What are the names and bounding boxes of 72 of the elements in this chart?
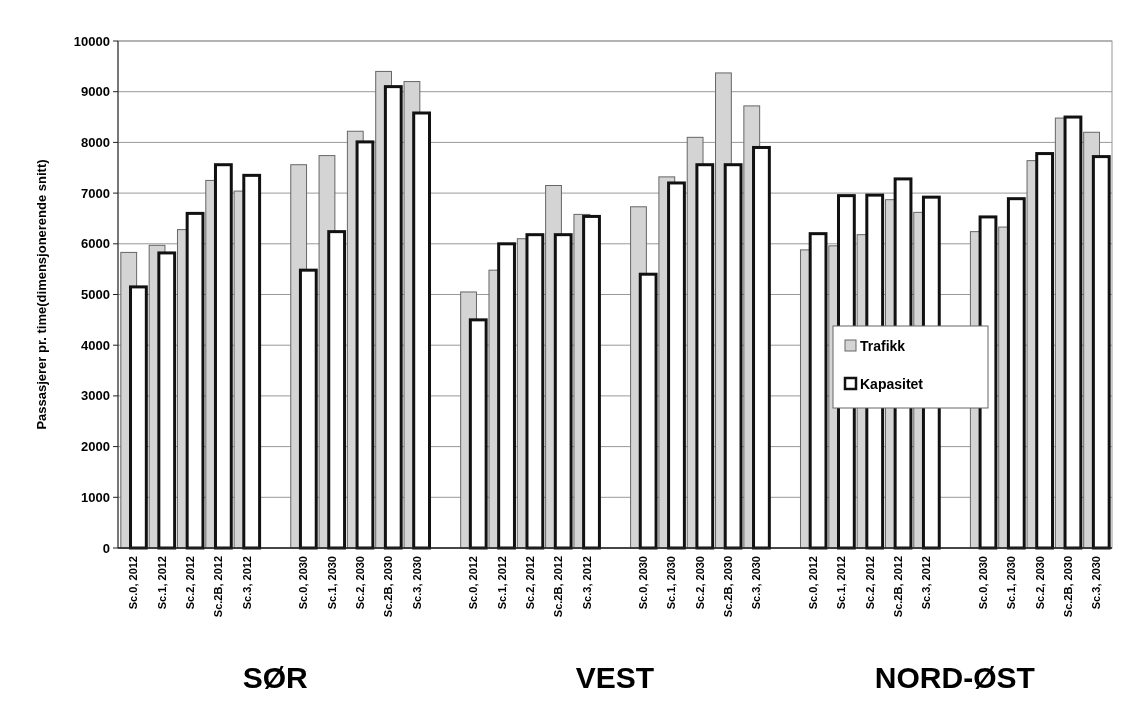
y-tick-label: 0 (102, 540, 110, 556)
x-tick-label: Sc.1, 2012 (835, 556, 848, 610)
x-tick-label: Sc.2B, 2012 (552, 556, 565, 618)
bar (298, 268, 318, 550)
x-tick-label: Sc.0, 2030 (637, 556, 650, 610)
bar (468, 318, 488, 550)
x-tick-label: Sc.1, 2012 (155, 556, 168, 610)
bar (667, 181, 686, 550)
text: SØR (242, 661, 309, 694)
bar (553, 233, 573, 550)
x-tick-label: Sc.3, 2012 (240, 556, 253, 610)
legend-label: Trafikk (860, 337, 906, 354)
bar (723, 163, 743, 550)
x-tick-label: Sc.2, 2030 (1033, 556, 1046, 610)
y-tick-label: 3000 (81, 388, 110, 404)
text: VEST (575, 661, 655, 694)
bar (185, 211, 205, 550)
bar (242, 173, 262, 550)
x-tick-label: Sc.2B, 2012 (892, 556, 905, 618)
bar (808, 232, 828, 550)
bar (525, 233, 545, 550)
bar (582, 214, 601, 550)
x-tick-label: Sc.3, 2012 (580, 556, 593, 610)
bar (213, 163, 233, 550)
x-tick-label: Sc.0, 2012 (807, 556, 820, 610)
text: NORD-ØST (874, 661, 1035, 694)
legend-label: Kapasitet (860, 375, 924, 392)
x-tick-label: Sc.2, 2012 (523, 556, 536, 610)
y-tick-label: 1000 (81, 489, 110, 505)
bar (412, 111, 432, 550)
bar (1006, 197, 1026, 550)
y-tick-label: 8000 (81, 134, 110, 150)
x-tick-label: Sc.3, 2030 (1090, 556, 1103, 610)
y-tick-label: 4000 (81, 337, 110, 353)
x-tick-label: Sc.0, 2012 (127, 556, 140, 610)
x-tick-label: Sc.0, 2012 (467, 556, 480, 610)
x-tick-label: Sc.2B, 2030 (1061, 556, 1074, 618)
y-tick-label: 7000 (81, 185, 110, 201)
x-tick-label: Sc.2, 2012 (184, 556, 197, 610)
x-tick-label: Sc.3, 2012 (920, 556, 933, 610)
bar (383, 85, 403, 550)
bar (129, 285, 148, 550)
x-tick-label: Sc.0, 2030 (977, 556, 989, 610)
bar (752, 145, 771, 550)
bar (1063, 115, 1083, 550)
y-axis-title: Passasjerer pr. time(dimensjonerende snitt) (34, 159, 49, 430)
x-tick-label: Sc.2, 2030 (693, 556, 706, 610)
x-tick-label: Sc.1, 2030 (325, 556, 338, 610)
x-tick-label: Sc.2B, 2030 (722, 556, 735, 618)
bar (695, 163, 715, 550)
bar (1035, 152, 1055, 550)
x-tick-label: Sc.1, 2012 (495, 556, 508, 610)
x-tick-label: Sc.1, 2030 (665, 556, 678, 610)
x-tick-label: Sc.2B, 2030 (382, 556, 395, 618)
bar (355, 140, 375, 550)
y-tick-label: 9000 (81, 84, 110, 100)
y-tick-label: 5000 (81, 287, 110, 303)
bar (1091, 155, 1111, 550)
bar (157, 251, 177, 550)
x-tick-label: Sc.2B, 2012 (212, 556, 225, 618)
x-tick-label: Sc.3, 2030 (750, 556, 763, 610)
y-tick-label: 6000 (81, 236, 110, 252)
bar (638, 272, 658, 550)
x-tick-label: Sc.3, 2030 (410, 556, 423, 610)
bar (497, 242, 516, 550)
y-tick-label: 2000 (81, 439, 110, 455)
bar (327, 230, 347, 550)
x-tick-label: Sc.2, 2030 (353, 556, 366, 610)
x-tick-label: Sc.0, 2030 (297, 556, 310, 610)
x-tick-label: Sc.1, 2030 (1005, 556, 1018, 610)
x-tick-label: Sc.2, 2012 (863, 556, 876, 610)
y-tick-label: 10000 (73, 33, 110, 49)
